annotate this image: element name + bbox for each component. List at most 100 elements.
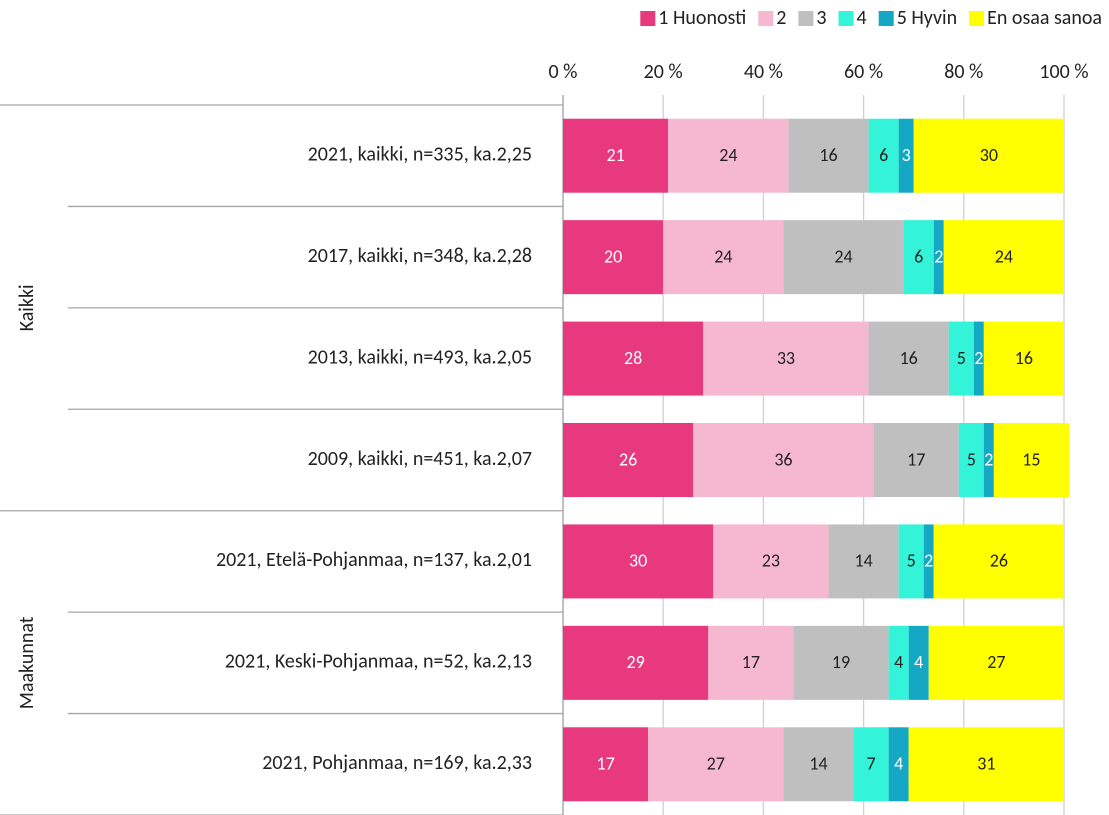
bar-segment — [828, 524, 899, 599]
data-label: 14 — [854, 550, 872, 572]
bar-segment — [868, 321, 949, 396]
data-label: 4 — [914, 651, 923, 673]
bar-segment — [563, 423, 694, 497]
x-tick-label: 100 % — [1039, 60, 1088, 84]
data-label: 23 — [762, 550, 780, 572]
bar-segment — [853, 727, 889, 802]
data-label: 2 — [924, 550, 933, 572]
data-label: 27 — [987, 651, 1005, 673]
bar-segment — [788, 118, 869, 193]
data-label: 24 — [714, 245, 732, 267]
bar-segment — [563, 118, 669, 193]
data-label: 17 — [742, 651, 760, 673]
legend: 1 Huonosti 2 3 4 5 Hyvin En osaa sanoa — [640, 6, 1102, 30]
data-label: 30 — [980, 144, 998, 166]
data-label: 15 — [1022, 448, 1040, 470]
group-label: Kaikki — [15, 284, 39, 331]
x-tick-label: 20 % — [644, 60, 683, 84]
bar-segment — [933, 220, 944, 295]
data-label: 21 — [606, 144, 624, 166]
y-tick-label: 2021, kaikki, n=335, ka.2,25 — [308, 142, 532, 166]
bar-segment — [888, 625, 909, 700]
x-tick-label: 40 % — [744, 60, 783, 84]
bar-segment — [983, 423, 994, 497]
legend-label: 2 — [776, 6, 786, 30]
bar-segment — [973, 321, 984, 396]
data-label: 4 — [894, 651, 903, 673]
bar-segment — [948, 321, 974, 396]
data-label: 4 — [894, 753, 903, 775]
bar-segment — [908, 625, 929, 700]
legend-swatch — [878, 11, 894, 26]
data-label: 24 — [995, 245, 1013, 267]
x-tick-label: 0 % — [549, 60, 578, 84]
bar-segment — [943, 220, 1064, 295]
bar-segment — [783, 727, 854, 802]
bar-segment — [713, 524, 829, 599]
data-label: 36 — [774, 448, 792, 470]
data-label: 14 — [809, 753, 827, 775]
bar-segment — [648, 727, 784, 802]
data-label: 16 — [1015, 347, 1033, 369]
bar-segment — [898, 118, 914, 193]
legend-swatch — [798, 11, 814, 26]
y-tick-label: 2021, Pohjanmaa, n=169, ka.2,33 — [262, 751, 532, 775]
data-label: 2 — [974, 347, 983, 369]
bar-segment — [983, 321, 1064, 396]
legend-swatch — [969, 11, 985, 26]
y-tick-label: 2021, Keski-Pohjanmaa, n=52, ka.2,13 — [225, 650, 532, 674]
data-label: 33 — [777, 347, 795, 369]
bar-segment — [663, 220, 784, 295]
data-label: 16 — [819, 144, 837, 166]
data-label: 19 — [832, 651, 850, 673]
bar-segment — [903, 220, 934, 295]
x-tick-label: 80 % — [944, 60, 983, 84]
bar-segment — [888, 727, 909, 802]
data-label: 7 — [867, 753, 876, 775]
data-label: 16 — [900, 347, 918, 369]
legend-swatch — [758, 11, 774, 26]
bar-segment — [783, 220, 904, 295]
legend-swatch — [640, 11, 656, 26]
data-label: 5 — [957, 347, 966, 369]
legend-label: 4 — [857, 6, 867, 30]
data-label: 20 — [604, 245, 622, 267]
bar-segment — [563, 625, 709, 700]
bar-segment — [793, 625, 889, 700]
bar-segment — [913, 118, 1064, 193]
bar-segment — [668, 118, 789, 193]
data-label: 6 — [879, 144, 888, 166]
data-label: 2 — [934, 245, 943, 267]
x-tick-label: 60 % — [844, 60, 883, 84]
data-label: 24 — [834, 245, 852, 267]
legend-label: 1 Huonosti — [658, 6, 746, 30]
data-label: 27 — [707, 753, 725, 775]
bar-segment — [563, 321, 704, 396]
data-label: 3 — [902, 144, 911, 166]
data-label: 29 — [627, 651, 645, 673]
legend-label: 5 Hyvin — [897, 6, 957, 30]
bar-segment — [923, 524, 934, 599]
bar-segment — [868, 118, 899, 193]
bar-segment — [563, 220, 664, 295]
data-label: 28 — [624, 347, 642, 369]
bar-segment — [693, 423, 874, 497]
data-label: 30 — [629, 550, 647, 572]
data-label: 26 — [990, 550, 1008, 572]
data-label: 26 — [619, 448, 637, 470]
y-tick-label: 2009, kaikki, n=451, ka.2,07 — [308, 447, 532, 471]
data-label: 5 — [907, 550, 916, 572]
data-label: 6 — [914, 245, 923, 267]
bar-segment — [928, 625, 1064, 700]
y-tick-label: 2017, kaikki, n=348, ka.2,28 — [308, 244, 532, 268]
bar-segment — [563, 727, 649, 802]
group-label: Maakunnat — [15, 616, 39, 709]
legend-label: En osaa sanoa — [987, 6, 1102, 30]
legend-label: 3 — [816, 6, 826, 30]
bar-segment — [958, 423, 984, 497]
data-label: 5 — [967, 448, 976, 470]
bar-segment — [873, 423, 959, 497]
data-label: 17 — [907, 448, 925, 470]
data-label: 2 — [984, 448, 993, 470]
